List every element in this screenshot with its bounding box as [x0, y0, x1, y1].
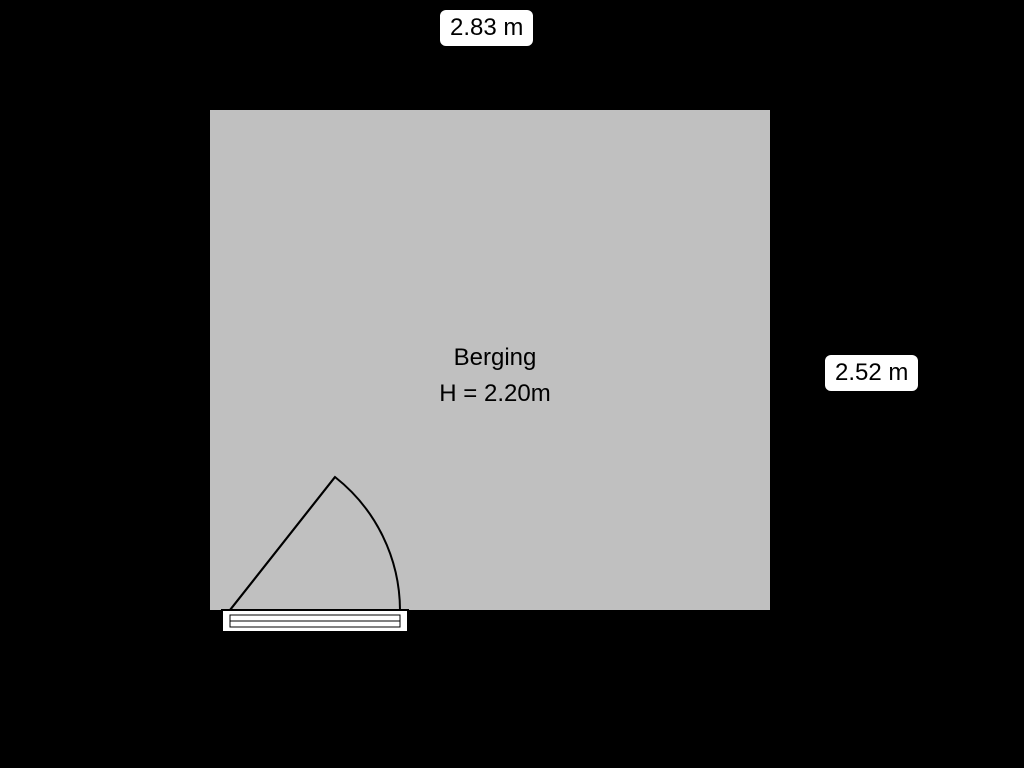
dimension-width-label: 2.83 m: [440, 10, 533, 46]
room-name: Berging: [420, 340, 570, 376]
room-height: H = 2.20m: [420, 376, 570, 412]
room-label: Berging H = 2.20m: [420, 340, 570, 412]
dimension-height-label: 2.52 m: [825, 355, 918, 391]
